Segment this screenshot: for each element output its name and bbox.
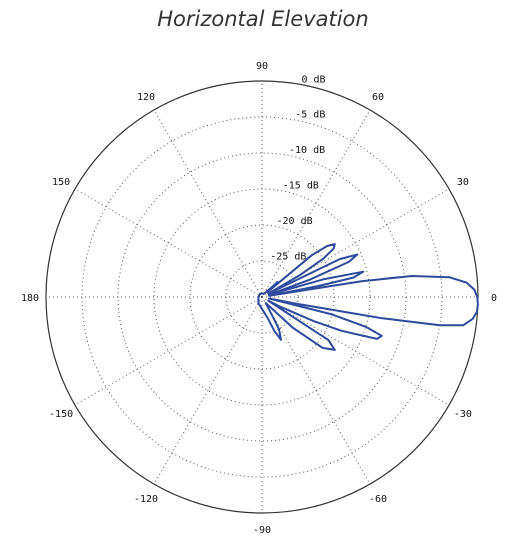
- grid-spoke: [261, 109, 371, 298]
- angle-tick-label: 90: [256, 61, 268, 72]
- radial-tick-label: -15 dB: [283, 181, 319, 192]
- angle-tick-label: -60: [369, 494, 387, 505]
- grid-spoke: [74, 296, 263, 406]
- radial-labels: 0 dB -5 dB -10 dB -15 dB -20 dB -25 dB: [270, 74, 325, 262]
- radial-tick-label: 0 dB: [302, 74, 326, 85]
- angle-tick-label: 60: [372, 92, 384, 103]
- grid-spoke: [261, 296, 371, 485]
- grid-spoke: [153, 109, 263, 298]
- angle-ticks: 90 60 30 0 -30 -60 -90 -120 -150 180 150 120: [21, 61, 497, 536]
- angle-tick-label: -150: [49, 409, 73, 420]
- grid-spoke: [261, 296, 450, 406]
- series-trace: [257, 243, 479, 351]
- radial-tick-label: -20 dB: [277, 216, 313, 227]
- chart-title: Horizontal Elevation: [157, 7, 368, 31]
- angle-tick-label: 150: [52, 177, 70, 188]
- angle-tick-label: 120: [137, 92, 155, 103]
- angle-tick-label: -30: [454, 409, 472, 420]
- radial-tick-label: -5 dB: [295, 110, 325, 121]
- grid-spoke: [74, 188, 263, 298]
- angle-tick-label: -120: [134, 494, 158, 505]
- angle-tick-label: -90: [253, 525, 271, 536]
- angle-tick-label: 0: [491, 293, 497, 304]
- grid-spoke: [153, 296, 263, 485]
- angle-tick-label: 180: [21, 293, 39, 304]
- radial-tick-label: -10 dB: [289, 145, 325, 156]
- polar-grid: [45, 80, 479, 514]
- angle-tick-label: 30: [457, 177, 469, 188]
- trace-layer: [257, 243, 479, 351]
- radial-tick-label: -25 dB: [270, 252, 306, 263]
